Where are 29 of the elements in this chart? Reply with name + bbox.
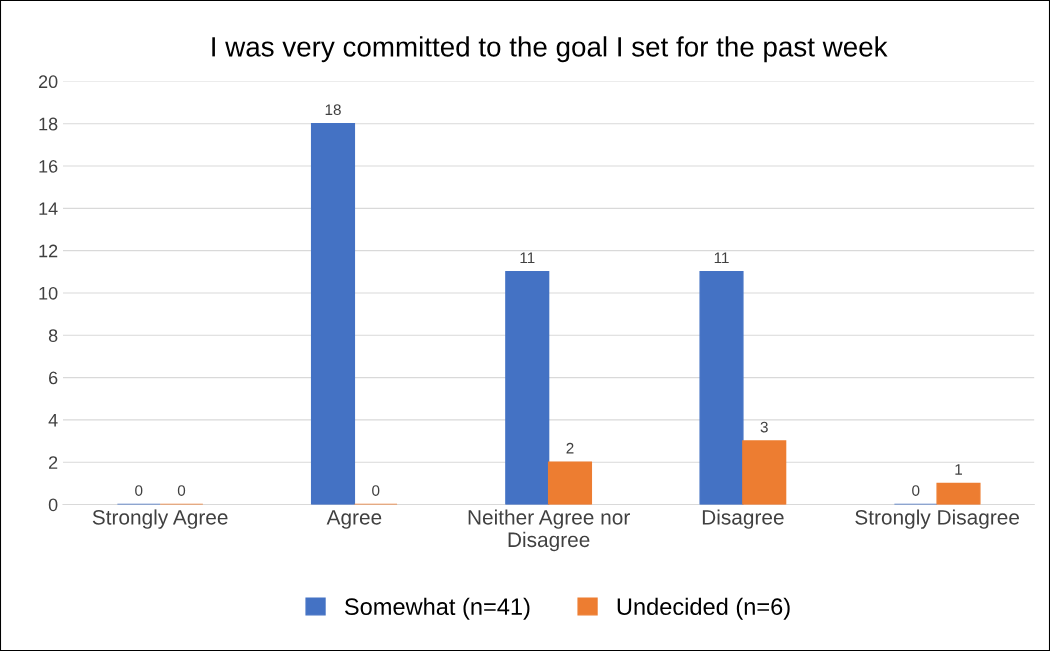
x-tick-label: Neither Agree nor Disagree xyxy=(468,509,630,552)
y-tick-label: 14 xyxy=(39,202,58,215)
data-label: 18 xyxy=(325,104,341,116)
chart-title: I was very committed to the goal I set for the past week xyxy=(212,36,888,63)
data-label: 0 xyxy=(177,485,186,496)
data-label: 1 xyxy=(955,464,962,475)
legend-label: Somewhat (n=41) xyxy=(344,597,530,620)
x-tick-label: Strongly Disagree xyxy=(855,509,1019,529)
data-label: 11 xyxy=(714,252,729,264)
y-tick-label: 2 xyxy=(49,456,58,469)
y-tick-label: 6 xyxy=(49,371,58,385)
data-label: 3 xyxy=(760,421,768,433)
y-tick-label: 8 xyxy=(48,329,58,342)
x-tick-label: Disagree xyxy=(702,509,784,529)
data-label: 2 xyxy=(566,442,574,454)
y-tick-label: 20 xyxy=(38,75,58,89)
y-tick-label: 4 xyxy=(48,414,58,427)
x-tick-label: Agree xyxy=(326,510,382,529)
data-label: 0 xyxy=(912,485,920,496)
data-label: 11 xyxy=(520,252,535,264)
data-label: 0 xyxy=(135,485,143,496)
y-tick-label: 10 xyxy=(39,286,58,300)
y-tick-label: 12 xyxy=(39,244,58,258)
y-tick-label: 18 xyxy=(39,117,58,131)
x-tick-label: Strongly Agree xyxy=(92,509,228,529)
data-label: 0 xyxy=(372,485,380,496)
y-tick-label: 16 xyxy=(39,159,58,173)
legend-label: Undecided (n=6) xyxy=(617,597,790,620)
y-tick-label: 0 xyxy=(48,498,58,512)
